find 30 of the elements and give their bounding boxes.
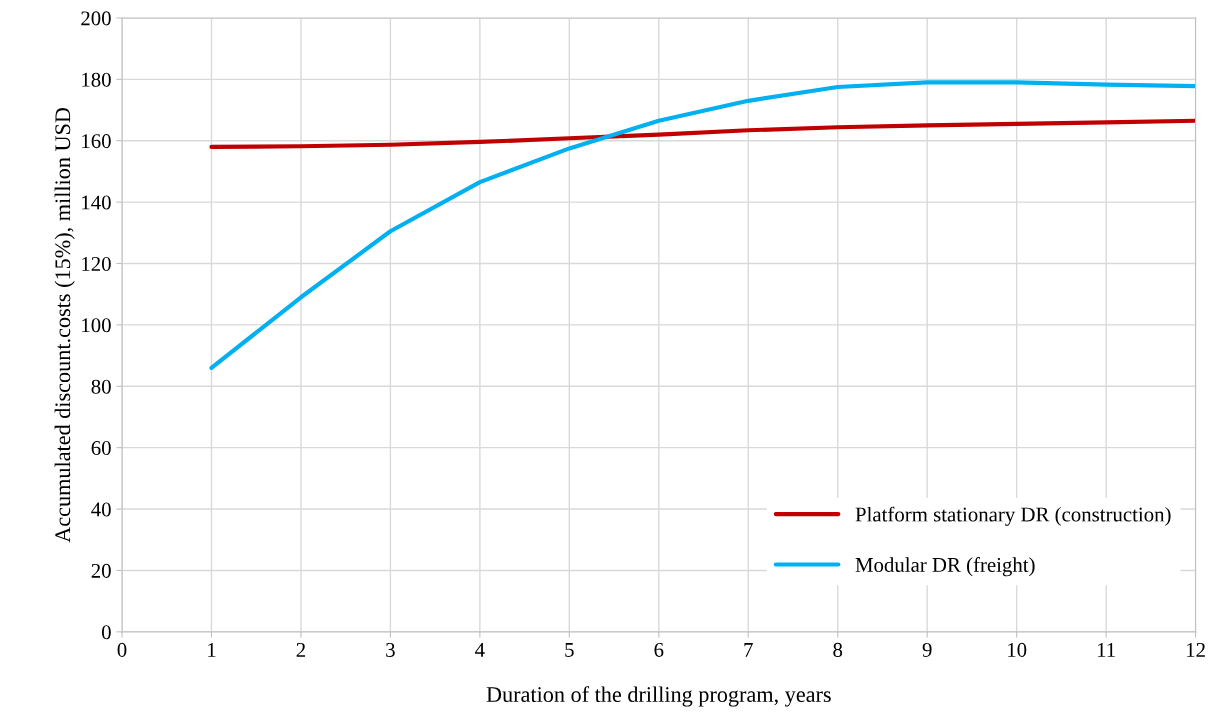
x-tick-label: 12 [1187,642,1205,657]
legend-label: Modular DR (freight) [855,557,1035,577]
x-tick-label: 4 [475,643,485,657]
y-tick-label: 160 [82,134,111,149]
x-tick-label: 8 [833,642,843,657]
y-tick-label: 60 [91,441,111,456]
y-tick-label: 140 [82,195,111,210]
x-axis-title: Duration of the drilling program, years [486,686,831,707]
x-tick-label: 10 [1008,642,1027,657]
y-tick-label: 80 [91,379,111,394]
y-tick-label: 40 [91,502,111,517]
y-tick-label: 0 [101,625,111,640]
y-tick-label: 20 [91,563,111,578]
y-axis-title: Accumulated discount.costs (15%), million USD [54,107,75,543]
x-tick-label: 1 [208,642,216,657]
x-tick-label: 6 [654,642,664,657]
y-tick-label: 180 [82,72,111,87]
x-tick-label: 9 [922,642,932,657]
legend-label: Platform stationary DR (construction) [855,506,1171,526]
x-tick-label: 3 [386,642,395,657]
y-tick-label: 100 [82,318,111,333]
x-tick-label: 0 [117,642,127,657]
x-tick-label: 11 [1097,642,1115,657]
x-tick-label: 5 [565,643,574,657]
x-tick-label: 2 [296,642,305,657]
line-series [209,118,1196,149]
y-tick-label: 120 [82,256,111,271]
y-tick-label: 200 [81,11,111,26]
line-series [209,80,1196,370]
x-tick-label: 7 [744,643,753,657]
